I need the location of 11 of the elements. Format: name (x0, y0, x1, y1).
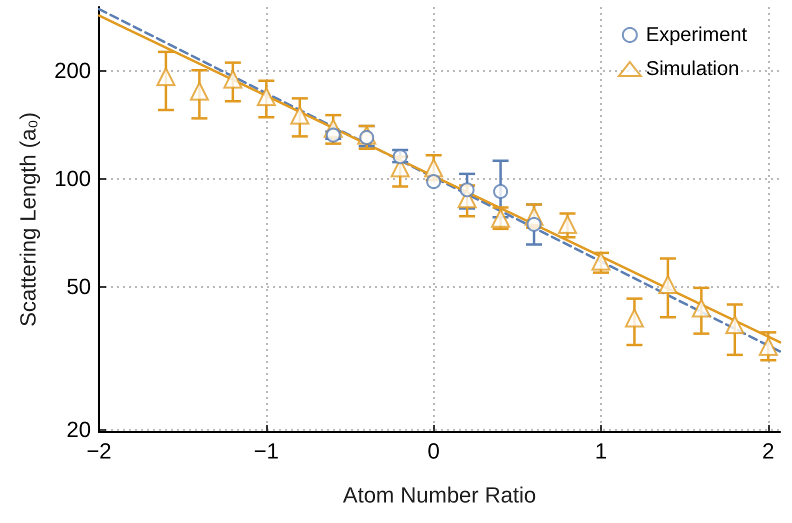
y-tick-label: 50 (66, 274, 91, 300)
legend-label: Experiment (646, 24, 748, 46)
x-axis-title: Atom Number Ratio (342, 482, 536, 508)
x-tick-label: −1 (254, 438, 279, 464)
legend-label: Simulation (646, 58, 740, 80)
x-tick-label: 0 (428, 438, 440, 464)
y-tick-label: 200 (54, 58, 91, 83)
y-tick-label: 100 (54, 166, 91, 191)
y-axis-title: Scattering Length (a₀) (16, 112, 40, 327)
x-tick-label: 1 (594, 438, 608, 464)
x-tick-label: 2 (762, 438, 774, 464)
